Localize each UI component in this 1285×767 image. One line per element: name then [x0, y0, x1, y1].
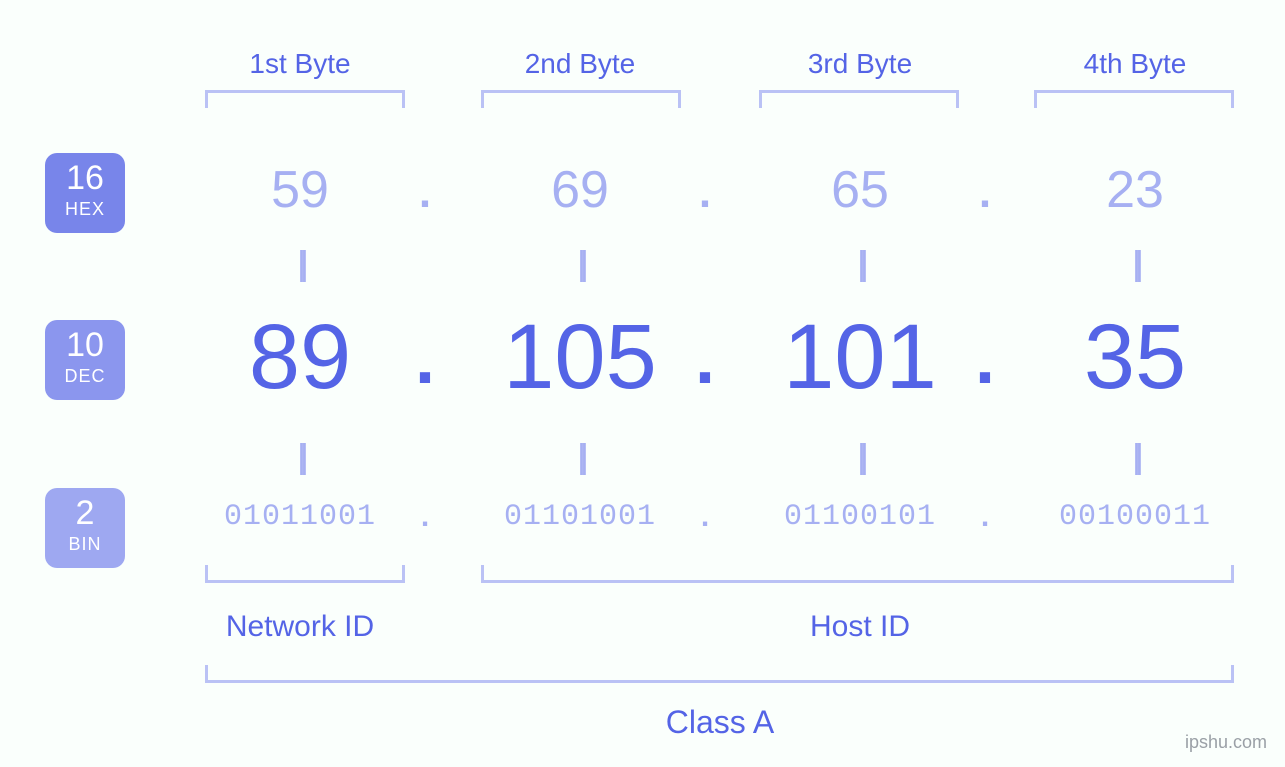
dec-byte-2: 105 — [455, 305, 705, 410]
bin-byte-3: 01100101 — [735, 500, 985, 534]
hex-dot-2: . — [685, 168, 725, 218]
dec-byte-4: 35 — [1010, 305, 1260, 410]
watermark: ipshu.com — [1185, 732, 1267, 753]
badge-dec: 10 DEC — [45, 320, 125, 400]
hex-byte-4: 23 — [1010, 160, 1260, 220]
hex-byte-3: 65 — [735, 160, 985, 220]
badge-bin: 2 BIN — [45, 488, 125, 568]
equals-2-4: || — [1010, 438, 1260, 477]
bin-dot-2: . — [685, 500, 725, 534]
bin-byte-4: 00100011 — [1010, 500, 1260, 534]
label-network: Network ID — [175, 610, 425, 644]
badge-bin-label: BIN — [45, 534, 125, 555]
byte-header-2: 2nd Byte — [455, 48, 705, 80]
ip-diagram: 1st Byte 2nd Byte 3rd Byte 4th Byte 16 H… — [0, 0, 1285, 767]
bracket-byte-2 — [481, 90, 681, 108]
byte-header-4: 4th Byte — [1010, 48, 1260, 80]
equals-2-1: || — [175, 438, 425, 477]
equals-2-3: || — [735, 438, 985, 477]
equals-1-1: || — [175, 245, 425, 284]
hex-byte-2: 69 — [455, 160, 705, 220]
bracket-class — [205, 665, 1234, 683]
label-host: Host ID — [700, 610, 1020, 644]
bin-byte-2: 01101001 — [455, 500, 705, 534]
badge-hex: 16 HEX — [45, 153, 125, 233]
dec-dot-1: . — [405, 318, 445, 400]
equals-1-4: || — [1010, 245, 1260, 284]
bin-dot-1: . — [405, 500, 445, 534]
badge-hex-label: HEX — [45, 199, 125, 220]
byte-header-3: 3rd Byte — [735, 48, 985, 80]
equals-1-3: || — [735, 245, 985, 284]
bin-byte-1: 01011001 — [175, 500, 425, 534]
dec-dot-3: . — [965, 318, 1005, 400]
badge-bin-num: 2 — [45, 496, 125, 530]
bracket-byte-4 — [1034, 90, 1234, 108]
bracket-network — [205, 565, 405, 583]
equals-2-2: || — [455, 438, 705, 477]
hex-dot-3: . — [965, 168, 1005, 218]
badge-dec-num: 10 — [45, 328, 125, 362]
equals-1-2: || — [455, 245, 705, 284]
dec-byte-1: 89 — [175, 305, 425, 410]
dec-byte-3: 101 — [735, 305, 985, 410]
dec-dot-2: . — [685, 318, 725, 400]
bracket-byte-3 — [759, 90, 959, 108]
label-class: Class A — [560, 704, 880, 741]
bracket-host — [481, 565, 1234, 583]
hex-dot-1: . — [405, 168, 445, 218]
bracket-byte-1 — [205, 90, 405, 108]
byte-header-1: 1st Byte — [175, 48, 425, 80]
hex-byte-1: 59 — [175, 160, 425, 220]
badge-dec-label: DEC — [45, 366, 125, 387]
bin-dot-3: . — [965, 500, 1005, 534]
badge-hex-num: 16 — [45, 161, 125, 195]
